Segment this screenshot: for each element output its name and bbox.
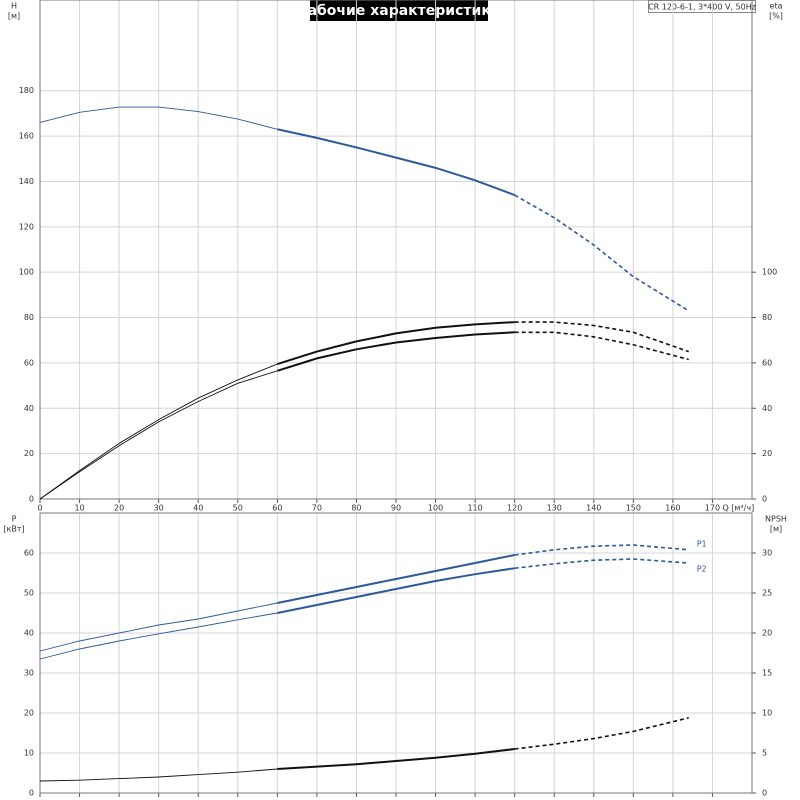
series-line (514, 558, 689, 569)
y2-tick-label: 15 (762, 669, 772, 678)
y-tick-label: 0 (29, 789, 34, 798)
y-tick-label: 10 (24, 749, 34, 758)
series-line (514, 321, 689, 353)
series-line (277, 321, 515, 365)
x-tick-label: 90 (391, 504, 401, 513)
y2-axis-label: eta (770, 2, 783, 11)
x-tick-label: 130 (547, 504, 562, 513)
x-tick-label: 120 (507, 504, 522, 513)
y2-axis-label: NPSH (765, 515, 787, 524)
series-line (514, 194, 690, 312)
y2-tick-label: 0 (762, 789, 767, 798)
x-tick-label: 140 (586, 504, 601, 513)
series-line (514, 544, 689, 556)
series-line (39, 363, 278, 500)
x-axis-label: Q [м³/ч] (722, 504, 754, 513)
y-tick-label: 80 (24, 313, 34, 322)
series-line (514, 717, 689, 750)
series-line (277, 331, 515, 372)
x-tick-label: 160 (665, 504, 680, 513)
x-tick-label: 170 (705, 504, 720, 513)
plot-frame (39, 512, 753, 794)
y2-tick-label: 10 (762, 709, 772, 718)
y-tick-label: 100 (19, 268, 34, 277)
y-tick-label: 0 (29, 495, 34, 504)
y-tick-label: 20 (24, 449, 34, 458)
x-tick-label: 150 (626, 504, 641, 513)
x-tick-label: 10 (74, 504, 84, 513)
y-tick-label: 20 (24, 709, 34, 718)
series-line (514, 331, 689, 361)
y-tick-label: 50 (24, 589, 34, 598)
y-tick-label: 140 (19, 177, 34, 186)
y-tick-label: 40 (24, 404, 34, 413)
x-tick-label: 70 (312, 504, 322, 513)
y-tick-label: 180 (19, 86, 34, 95)
chart-title: Рабочие характеристики (297, 3, 500, 19)
y-tick-label: 40 (24, 629, 34, 638)
y2-tick-label: 30 (762, 549, 772, 558)
series-line (277, 128, 516, 197)
y2-axis-unit: [м] (770, 525, 782, 534)
y2-tick-label: 0 (762, 495, 767, 504)
x-tick-label: 0 (37, 504, 42, 513)
series-line (39, 106, 278, 130)
series-line (39, 602, 278, 652)
y2-tick-label: 80 (762, 313, 772, 322)
x-tick-label: 30 (154, 504, 164, 513)
title-box (310, 0, 488, 21)
y2-tick-label: 20 (762, 629, 772, 638)
series-label: P2 (697, 565, 707, 574)
x-tick-label: 110 (467, 504, 482, 513)
x-tick-label: 80 (351, 504, 361, 513)
y-tick-label: 30 (24, 669, 34, 678)
y-axis-unit: [кВт] (3, 525, 24, 534)
model-label: CR 120-6-1, 3*400 V, 50Hz (648, 3, 756, 12)
y-axis-label: P (12, 515, 17, 524)
y-tick-label: 60 (24, 358, 34, 367)
x-tick-label: 50 (233, 504, 243, 513)
x-tick-label: 60 (272, 504, 282, 513)
y2-tick-label: 25 (762, 589, 772, 598)
y2-tick-label: 40 (762, 404, 772, 413)
series-label: P1 (697, 539, 707, 548)
series-line (39, 768, 278, 782)
y-tick-label: 160 (19, 132, 34, 141)
x-tick-label: 40 (193, 504, 203, 513)
y2-tick-label: 60 (762, 358, 772, 367)
y-axis-label: H (11, 2, 17, 11)
series-line (39, 370, 278, 500)
y-tick-label: 60 (24, 549, 34, 558)
plot-frame (39, 0, 753, 500)
x-tick-label: 20 (114, 504, 124, 513)
y2-tick-label: 5 (762, 749, 767, 758)
y2-axis-unit: [%] (769, 12, 783, 21)
x-tick-label: 100 (428, 504, 443, 513)
series-line (277, 554, 515, 604)
y2-tick-label: 20 (762, 449, 772, 458)
y2-tick-label: 100 (762, 268, 777, 277)
series-line (277, 567, 515, 614)
series-line (277, 748, 515, 770)
y-tick-label: 120 (19, 222, 34, 231)
y-axis-unit: [м] (8, 12, 20, 21)
series-line (39, 612, 278, 660)
